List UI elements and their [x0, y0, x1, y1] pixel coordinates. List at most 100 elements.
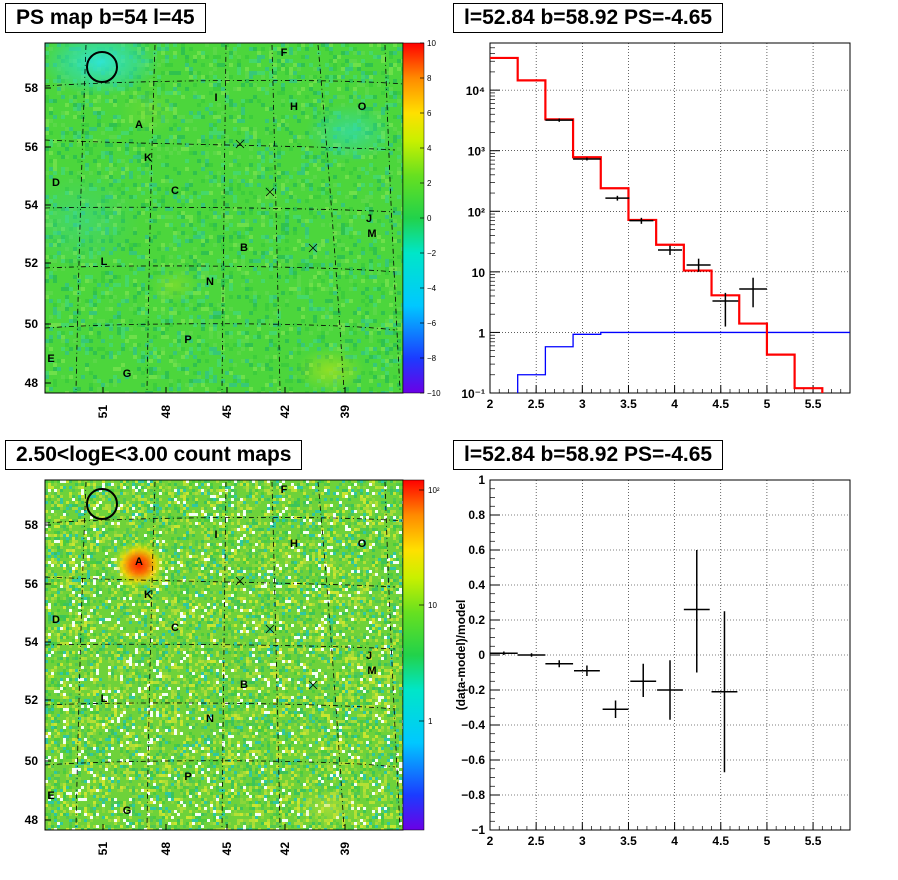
spectrum-data-point [739, 278, 767, 308]
map-blob [305, 102, 395, 162]
colorbar-tick-label: 6 [427, 109, 432, 118]
source-label-b: B [240, 242, 248, 254]
spectrum-grid [490, 43, 850, 393]
map-blob [40, 28, 160, 96]
y-tick-label: 52 [25, 693, 39, 707]
x-tick-label: 2.5 [528, 397, 545, 411]
y-tick-label: 10² [468, 205, 485, 219]
y-tick-label: 0.8 [468, 508, 485, 522]
x-tick-label: 5.5 [805, 397, 822, 411]
y-tick-label: 1 [478, 326, 485, 340]
x-tick-label: 45 [220, 405, 234, 419]
residual-data-point [657, 660, 683, 720]
colorbar-tick-label: 0 [427, 214, 432, 223]
y-tick-label: 1 [478, 473, 485, 487]
y-tick-label: 54 [25, 198, 39, 212]
y-tick-label: −0.6 [461, 753, 485, 767]
ps-map-title: PS map b=54 l=45 [5, 3, 206, 33]
source-label-a: A [135, 119, 143, 131]
colorbar-tick-label: −8 [427, 354, 437, 363]
x-tick-label: 3.5 [620, 397, 637, 411]
y-tick-label: 50 [25, 317, 39, 331]
y-tick-label: 54 [25, 635, 39, 649]
x-tick-label: 4.5 [712, 397, 729, 411]
x-tick-label: 5 [764, 397, 771, 411]
source-label-i: I [214, 92, 217, 104]
source-label-k: K [144, 589, 152, 601]
map-blob [295, 348, 365, 392]
source-label-i: I [214, 529, 217, 541]
spectrum-series [490, 58, 850, 425]
x-tick-label: 42 [278, 405, 292, 419]
colorbar [403, 480, 424, 830]
source-label-p: P [184, 334, 191, 346]
x-tick-label: 3.5 [620, 834, 637, 848]
source-label-g: G [123, 368, 132, 380]
x-tick-label: 2 [487, 834, 494, 848]
y-tick-label: 10⁴ [466, 84, 485, 98]
y-tick-label: 48 [25, 376, 39, 390]
residual-data-point [684, 550, 710, 673]
y-tick-label: 0.6 [468, 543, 485, 557]
count-map-title: 2.50<logE<3.00 count maps [5, 440, 302, 470]
source-label-a: A [135, 556, 143, 568]
y-tick-label: 0.4 [468, 578, 485, 592]
source-label-c: C [171, 622, 179, 634]
map-blob [300, 787, 360, 827]
source-label-l: L [101, 693, 108, 705]
x-tick-label: 39 [338, 405, 352, 419]
y-tick-label: −0.4 [461, 718, 485, 732]
source-label-l: L [101, 256, 108, 268]
total-model-step-line [490, 58, 850, 425]
colorbar-tick-label: 8 [427, 74, 432, 83]
residual-data-point [490, 652, 518, 656]
colorbar-tick-label: 4 [427, 144, 432, 153]
source-label-d: D [52, 177, 60, 189]
spectrum-data-point [629, 218, 653, 224]
source-label-j: J [366, 213, 372, 225]
y-tick-label: 56 [25, 577, 39, 591]
colorbar-tick-label: 2 [427, 179, 432, 188]
y-tick-label: 50 [25, 754, 39, 768]
residual-data-point [545, 660, 573, 667]
y-tick-label: 0.2 [468, 613, 485, 627]
y-tick-label: 10 [472, 266, 486, 280]
y-axis-title: (data-model)/model [454, 600, 468, 711]
x-tick-label: 51 [96, 405, 110, 419]
source-label-g: G [123, 805, 132, 817]
source-label-b: B [240, 679, 248, 691]
x-tick-label: 39 [338, 842, 352, 856]
spectrum-data-point [658, 246, 682, 255]
source-label-j: J [366, 650, 372, 662]
colorbar-tick-label: 10² [428, 486, 440, 495]
map-blob [120, 85, 180, 135]
x-tick-label: 2.5 [528, 834, 545, 848]
y-tick-label: 0 [478, 648, 485, 662]
residual-series [490, 550, 737, 772]
psmap-map-area [20, 28, 405, 395]
y-tick-label: −1 [471, 823, 485, 837]
source-label-h: H [290, 538, 298, 550]
residual-data-point [574, 666, 600, 677]
source-label-n: N [206, 713, 214, 725]
y-tick-label: 10³ [468, 145, 485, 159]
spectrum-frame [490, 43, 850, 393]
colorbar-tick-label: −6 [427, 319, 437, 328]
background-model-step-line [490, 332, 850, 406]
x-tick-label: 51 [96, 842, 110, 856]
source-label-n: N [206, 276, 214, 288]
x-tick-label: 5 [764, 834, 771, 848]
source-label-h: H [290, 101, 298, 113]
residual-data-point [630, 664, 656, 697]
colorbar-tick-label: −2 [427, 249, 437, 258]
source-label-m: M [367, 228, 376, 240]
cmap-map-area [45, 480, 405, 831]
x-tick-label: 3 [579, 834, 586, 848]
